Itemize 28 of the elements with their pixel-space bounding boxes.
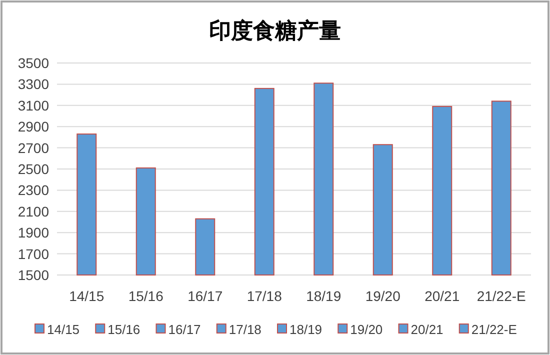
y-tick-label: 1700 <box>18 246 50 262</box>
legend-label: 19/20 <box>350 322 383 337</box>
y-tick-label: 1900 <box>18 224 50 241</box>
x-tick-label: 19/20 <box>365 288 401 304</box>
legend-label: 14/15 <box>47 322 80 337</box>
legend-label: 17/18 <box>228 322 262 337</box>
x-tick-label: 21/22-E <box>476 288 526 304</box>
x-tick-label: 18/19 <box>306 288 342 304</box>
y-tick-label: 2700 <box>18 140 50 156</box>
y-tick-label: 3300 <box>18 76 50 92</box>
y-tick-label: 1500 <box>18 267 50 283</box>
legend-label: 20/21 <box>410 322 444 337</box>
x-tick-label: 14/15 <box>69 288 104 304</box>
y-tick-label: 2300 <box>18 182 50 198</box>
y-tick-label: 3100 <box>18 97 50 114</box>
legend-label: 15/16 <box>108 322 140 337</box>
legend-label: 21/22-E <box>471 322 518 337</box>
y-tick-label: 2900 <box>18 118 50 135</box>
x-tick-label: 16/17 <box>188 288 223 304</box>
x-tick-label: 15/16 <box>128 288 164 304</box>
x-tick-label: 20/21 <box>424 288 460 304</box>
legend-label: 18/19 <box>290 322 322 337</box>
legend-label: 16/17 <box>168 322 201 337</box>
y-tick-label: 2100 <box>18 203 50 220</box>
y-tick-label: 2500 <box>18 161 50 177</box>
chart-title: 印度食糖产量 <box>209 18 341 43</box>
y-tick-label: 3500 <box>18 55 50 71</box>
x-tick-label: 17/18 <box>246 288 282 304</box>
